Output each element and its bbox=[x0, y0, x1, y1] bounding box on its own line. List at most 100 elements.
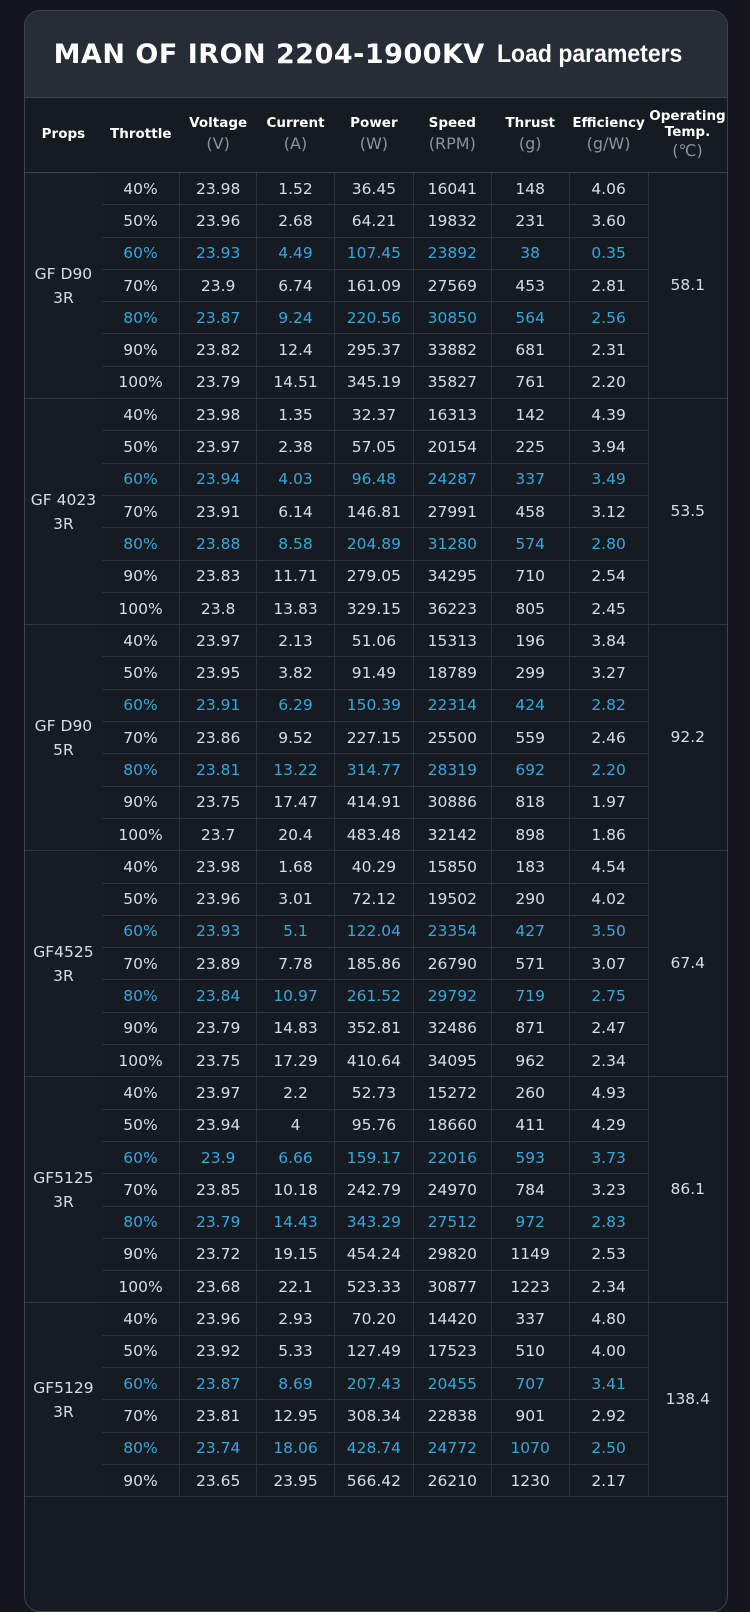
current-cell: 14.83 bbox=[256, 1012, 335, 1046]
table-row: 70% 23.81 12.95 308.34 22838 901 2.92 bbox=[25, 1399, 727, 1433]
efficiency-cell: 2.34 bbox=[568, 1044, 649, 1078]
current-cell: 11.71 bbox=[256, 560, 335, 593]
efficiency-cell: 3.41 bbox=[568, 1367, 649, 1401]
efficiency-cell: 3.23 bbox=[568, 1173, 649, 1207]
power-cell: 566.42 bbox=[333, 1464, 414, 1498]
throttle-cell: 70% bbox=[101, 1399, 180, 1433]
efficiency-cell: 2.47 bbox=[568, 1012, 649, 1046]
current-cell: 10.97 bbox=[256, 979, 335, 1013]
thrust-cell: 231 bbox=[490, 204, 570, 238]
power-cell: 161.09 bbox=[333, 269, 414, 303]
current-cell: 6.66 bbox=[256, 1141, 335, 1175]
voltage-cell: 23.87 bbox=[179, 301, 257, 335]
table-row: 80% 23.84 10.97 261.52 29792 719 2.75 bbox=[25, 979, 727, 1013]
power-cell: 146.81 bbox=[333, 495, 414, 529]
throttle-cell: 100% bbox=[101, 592, 180, 626]
speed-cell: 33882 bbox=[412, 333, 492, 367]
efficiency-cell: 2.81 bbox=[568, 269, 649, 303]
thrust-cell: 1230 bbox=[490, 1464, 570, 1498]
table-row: 80% 23.74 18.06 428.74 24772 1070 2.50 bbox=[25, 1432, 727, 1465]
current-cell: 12.95 bbox=[256, 1399, 335, 1433]
speed-cell: 32486 bbox=[412, 1012, 492, 1046]
efficiency-cell: 2.82 bbox=[568, 689, 649, 723]
power-cell: 96.48 bbox=[333, 463, 414, 496]
operating-temp-cell: 53.5 bbox=[647, 398, 727, 626]
voltage-cell: 23.96 bbox=[179, 204, 257, 238]
efficiency-cell: 2.83 bbox=[568, 1206, 649, 1239]
thrust-cell: 962 bbox=[490, 1044, 570, 1078]
efficiency-cell: 4.06 bbox=[568, 172, 649, 206]
voltage-cell: 23.91 bbox=[179, 495, 257, 529]
prop-name-cell: GF5129 3R bbox=[25, 1302, 102, 1498]
thrust-cell: 290 bbox=[490, 883, 570, 916]
voltage-cell: 23.97 bbox=[179, 624, 257, 658]
thrust-cell: 564 bbox=[490, 301, 570, 335]
power-cell: 57.05 bbox=[333, 430, 414, 464]
thrust-cell: 148 bbox=[490, 172, 570, 206]
speed-cell: 16041 bbox=[412, 172, 492, 206]
current-cell: 2.38 bbox=[256, 430, 335, 464]
throttle-cell: 90% bbox=[101, 1238, 180, 1272]
header-operating-temp: Operating Temp. (℃) bbox=[648, 98, 727, 173]
power-cell: 483.48 bbox=[333, 818, 414, 852]
power-cell: 159.17 bbox=[333, 1141, 414, 1175]
thrust-cell: 710 bbox=[490, 560, 570, 593]
throttle-cell: 100% bbox=[101, 818, 180, 852]
voltage-cell: 23.97 bbox=[179, 430, 257, 464]
voltage-cell: 23.82 bbox=[179, 333, 257, 367]
speed-cell: 26790 bbox=[412, 947, 492, 981]
current-cell: 17.47 bbox=[256, 786, 335, 819]
efficiency-cell: 2.45 bbox=[568, 592, 649, 626]
current-cell: 1.35 bbox=[256, 398, 335, 432]
header-props: Props bbox=[25, 98, 102, 173]
throttle-cell: 90% bbox=[101, 1012, 180, 1046]
thrust-cell: 142 bbox=[490, 398, 570, 432]
efficiency-cell: 4.02 bbox=[568, 883, 649, 916]
power-cell: 72.12 bbox=[333, 883, 414, 916]
power-cell: 204.89 bbox=[333, 527, 414, 561]
voltage-cell: 23.91 bbox=[179, 689, 257, 723]
power-cell: 36.45 bbox=[333, 172, 414, 206]
throttle-cell: 70% bbox=[101, 1173, 180, 1207]
current-cell: 17.29 bbox=[256, 1044, 335, 1078]
speed-cell: 28319 bbox=[412, 753, 492, 787]
speed-cell: 30850 bbox=[412, 301, 492, 335]
voltage-cell: 23.94 bbox=[179, 463, 257, 496]
table-row: 100% 23.75 17.29 410.64 34095 962 2.34 bbox=[25, 1044, 727, 1078]
throttle-cell: 60% bbox=[101, 1367, 180, 1401]
power-cell: 220.56 bbox=[333, 301, 414, 335]
voltage-cell: 23.65 bbox=[179, 1464, 257, 1498]
voltage-cell: 23.98 bbox=[179, 398, 257, 432]
table-row: 70% 23.86 9.52 227.15 25500 559 2.46 bbox=[25, 721, 727, 755]
speed-cell: 32142 bbox=[412, 818, 492, 852]
header-speed: Speed (RPM) bbox=[413, 98, 492, 173]
thrust-cell: 424 bbox=[490, 689, 570, 723]
power-cell: 150.39 bbox=[333, 689, 414, 723]
prop-name-line: GF5125 bbox=[33, 1168, 94, 1187]
efficiency-cell: 2.34 bbox=[568, 1270, 649, 1304]
speed-cell: 27991 bbox=[412, 495, 492, 529]
power-cell: 345.19 bbox=[333, 366, 414, 400]
voltage-cell: 23.97 bbox=[179, 1076, 257, 1110]
thrust-cell: 571 bbox=[490, 947, 570, 981]
current-cell: 13.83 bbox=[256, 592, 335, 626]
efficiency-cell: 4.93 bbox=[568, 1076, 649, 1110]
current-cell: 4.03 bbox=[256, 463, 335, 496]
current-cell: 22.1 bbox=[256, 1270, 335, 1304]
prop-name-cell: GF D90 5R bbox=[25, 624, 102, 852]
thrust-cell: 411 bbox=[490, 1109, 570, 1142]
throttle-cell: 70% bbox=[101, 495, 180, 529]
prop-name-line: 3R bbox=[53, 1402, 74, 1421]
voltage-cell: 23.89 bbox=[179, 947, 257, 981]
thrust-cell: 1149 bbox=[490, 1238, 570, 1272]
efficiency-unit: (g/W) bbox=[586, 133, 631, 153]
throttle-cell: 100% bbox=[101, 1270, 180, 1304]
speed-cell: 29792 bbox=[412, 979, 492, 1013]
efficiency-cell: 2.53 bbox=[568, 1238, 649, 1272]
current-cell: 12.4 bbox=[256, 333, 335, 367]
prop-name-line: GF4525 bbox=[33, 942, 94, 961]
current-cell: 5.33 bbox=[256, 1335, 335, 1368]
throttle-cell: 70% bbox=[101, 947, 180, 981]
speed-cell: 14420 bbox=[412, 1302, 492, 1336]
thrust-cell: 692 bbox=[490, 753, 570, 787]
